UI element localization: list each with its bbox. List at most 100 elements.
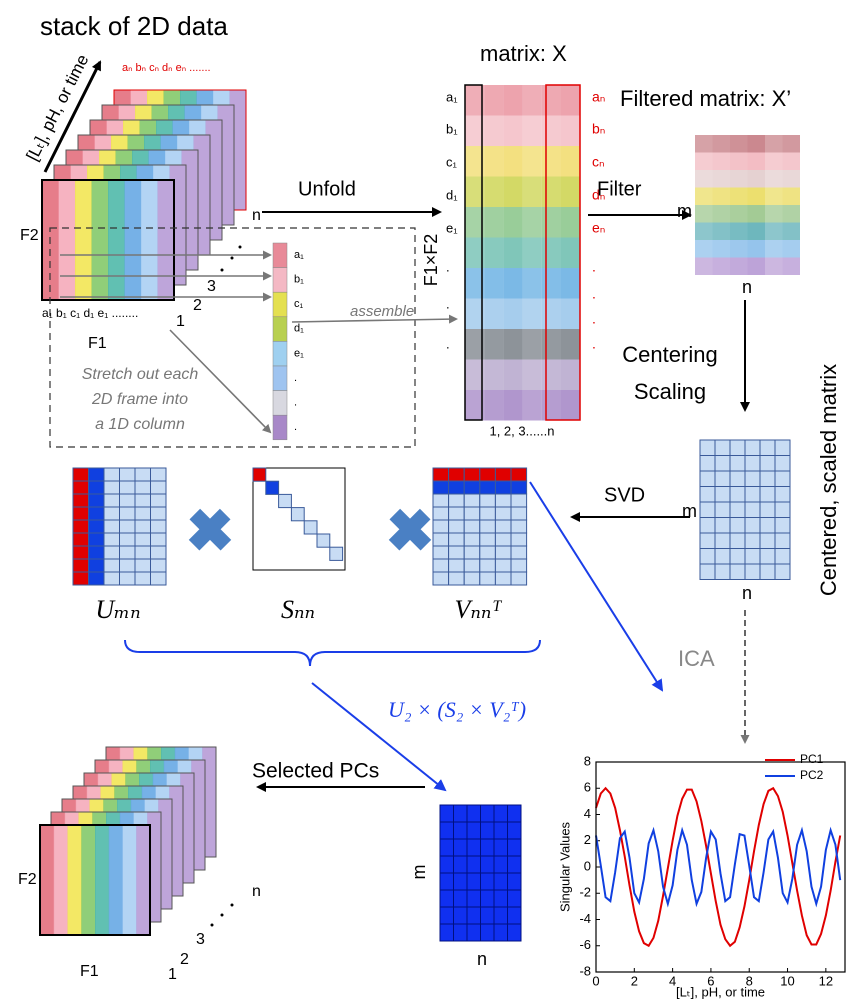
depth-label: n [252, 883, 261, 900]
matrix-cell [748, 258, 766, 276]
grid-cell [433, 533, 449, 546]
row-label: d₁ [446, 187, 458, 202]
grid-cell [73, 481, 89, 494]
grid-cell [135, 546, 151, 559]
matrix-cell [542, 299, 561, 330]
grid-cell [494, 924, 508, 941]
matrix-cell [561, 390, 580, 421]
grid-cell [120, 494, 136, 507]
grid-cell [494, 890, 508, 907]
matrix-cell [783, 258, 801, 276]
grid-cell [494, 856, 508, 873]
grid-cell [120, 481, 136, 494]
frame-stripe [92, 180, 109, 300]
grid-cell [467, 856, 481, 873]
grid-cell [464, 481, 480, 494]
grid-cell [480, 468, 496, 481]
grid-cell [760, 533, 775, 549]
matrix-cell [484, 116, 503, 147]
grid-cell [715, 533, 730, 549]
matrix-cell [783, 170, 801, 188]
matrix-cell [542, 390, 561, 421]
grid-cell [730, 456, 745, 472]
y-tick-label: -2 [579, 885, 591, 900]
frame-stripe [109, 825, 123, 935]
frame-stripe [75, 180, 92, 300]
matrix-cell [523, 85, 542, 116]
matrix-cell [561, 329, 580, 360]
matrix-cell [523, 360, 542, 391]
grid-cell [495, 559, 511, 572]
matrix-cell [503, 146, 522, 177]
grid-cell [700, 471, 715, 487]
frame-stripe [108, 180, 125, 300]
grid-cell [700, 487, 715, 503]
grid-cell [89, 507, 105, 520]
grid-cell [494, 839, 508, 856]
matrix-cell [484, 299, 503, 330]
n-label: n [742, 277, 752, 297]
row-label: . [592, 259, 596, 275]
grid-cell [464, 507, 480, 520]
grid-cell [745, 440, 760, 456]
matrix-cell [503, 85, 522, 116]
matrix-cell [713, 240, 731, 258]
grid-cell [467, 873, 481, 890]
column-cell [273, 317, 287, 342]
grid-cell [715, 549, 730, 565]
y-axis-label: Singular Values [557, 821, 572, 912]
grid-cell [745, 487, 760, 503]
sigma-cell [317, 534, 330, 547]
matrix-cell [503, 116, 522, 147]
grid-cell [467, 924, 481, 941]
series-line [596, 830, 840, 904]
unfold-label: Unfold [298, 178, 356, 200]
x-tick-label: 10 [780, 973, 794, 988]
matrix-cell [730, 223, 748, 241]
column-label: e₁ [294, 347, 304, 359]
matrix-cell [503, 360, 522, 391]
grid-cell [104, 520, 120, 533]
f1-label: F1 [88, 335, 107, 352]
grid-cell [745, 533, 760, 549]
grid-cell [120, 572, 136, 585]
matrix-cell [748, 223, 766, 241]
matrix-cell [484, 360, 503, 391]
grid-cell [467, 822, 481, 839]
frame-stripe [68, 825, 82, 935]
matrix-cell [503, 329, 522, 360]
grid-cell [135, 507, 151, 520]
matrix-cell [561, 360, 580, 391]
grid-cell [481, 924, 495, 941]
matrix-cell [523, 390, 542, 421]
m-label: m [677, 201, 692, 221]
matrix-cell [765, 135, 783, 153]
matrix-cell [730, 153, 748, 171]
grid-cell [73, 559, 89, 572]
grid-cell [480, 546, 496, 559]
grid-cell [508, 856, 522, 873]
matrix-cell [748, 205, 766, 223]
grid-cell [700, 533, 715, 549]
row-label: b₁ [446, 121, 458, 136]
column-label: c₁ [294, 298, 304, 310]
grid-cell [433, 520, 449, 533]
grid-cell [120, 559, 136, 572]
matrix-cell [695, 170, 713, 188]
row-label: F1×F2 [421, 234, 441, 287]
sigma-cell [279, 494, 292, 507]
matrix-cell [783, 153, 801, 171]
grid-cell [760, 502, 775, 518]
grid-cell [151, 507, 167, 520]
grid-cell [715, 518, 730, 534]
centering-label: Scaling [634, 379, 706, 404]
grid-cell [135, 520, 151, 533]
grid-cell [454, 856, 468, 873]
frame-labels: aₙ bₙ cₙ dₙ eₙ ....... [122, 62, 211, 74]
grid-cell [480, 520, 496, 533]
grid-cell [104, 494, 120, 507]
sigma-cell [253, 468, 266, 481]
grid-cell [464, 533, 480, 546]
grid-cell [495, 494, 511, 507]
row-label: a₁ [446, 89, 458, 104]
